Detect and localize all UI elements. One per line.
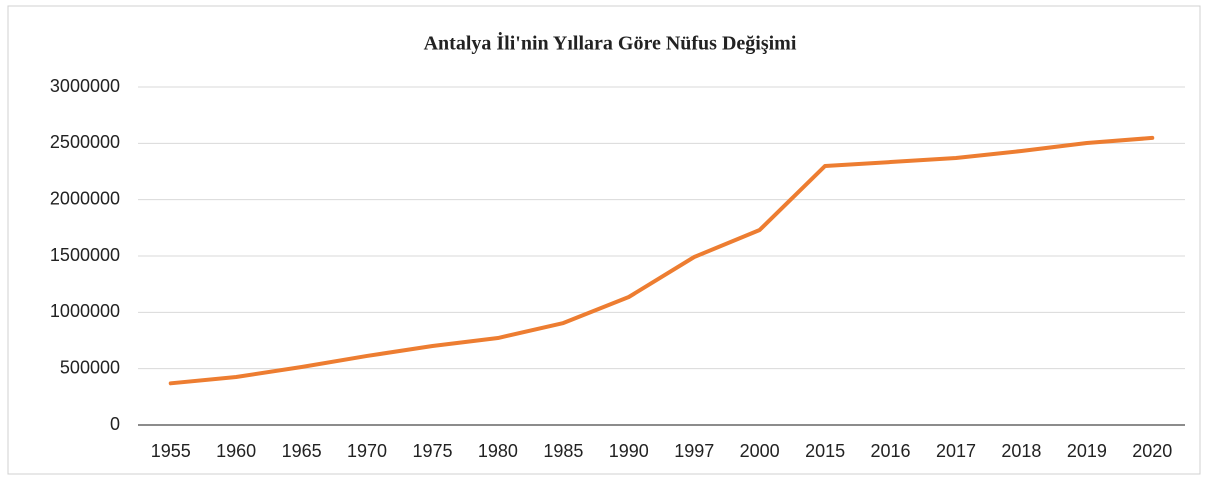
data-line	[168, 135, 1155, 386]
x-tick-label: 1985	[543, 441, 583, 461]
x-tick-label: 2017	[936, 441, 976, 461]
x-tick-label: 1997	[674, 441, 714, 461]
y-tick-label: 1500000	[50, 245, 120, 265]
x-tick-label: 2000	[740, 441, 780, 461]
y-tick-label: 0	[110, 414, 120, 434]
y-tick-label: 1000000	[50, 301, 120, 321]
x-tick-label: 2020	[1132, 441, 1172, 461]
x-tick-label: 2016	[871, 441, 911, 461]
x-tick-label: 2018	[1001, 441, 1041, 461]
y-tick-label: 2500000	[50, 132, 120, 152]
x-tick-label: 2019	[1067, 441, 1107, 461]
x-tick-label: 1965	[282, 441, 322, 461]
x-tick-label: 1975	[412, 441, 452, 461]
x-tick-label: 1980	[478, 441, 518, 461]
y-tick-label: 3000000	[50, 76, 120, 96]
x-tick-label: 1960	[216, 441, 256, 461]
x-tick-label: 2015	[805, 441, 845, 461]
y-tick-label: 500000	[60, 357, 120, 377]
y-tick-label: 2000000	[50, 188, 120, 208]
x-tick-label: 1990	[609, 441, 649, 461]
chart-frame	[7, 5, 1201, 475]
x-tick-label: 1970	[347, 441, 387, 461]
chart-title: Antalya İli'nin Yıllara Göre Nüfus Değiş…	[424, 31, 797, 55]
x-tick-label: 1955	[151, 441, 191, 461]
